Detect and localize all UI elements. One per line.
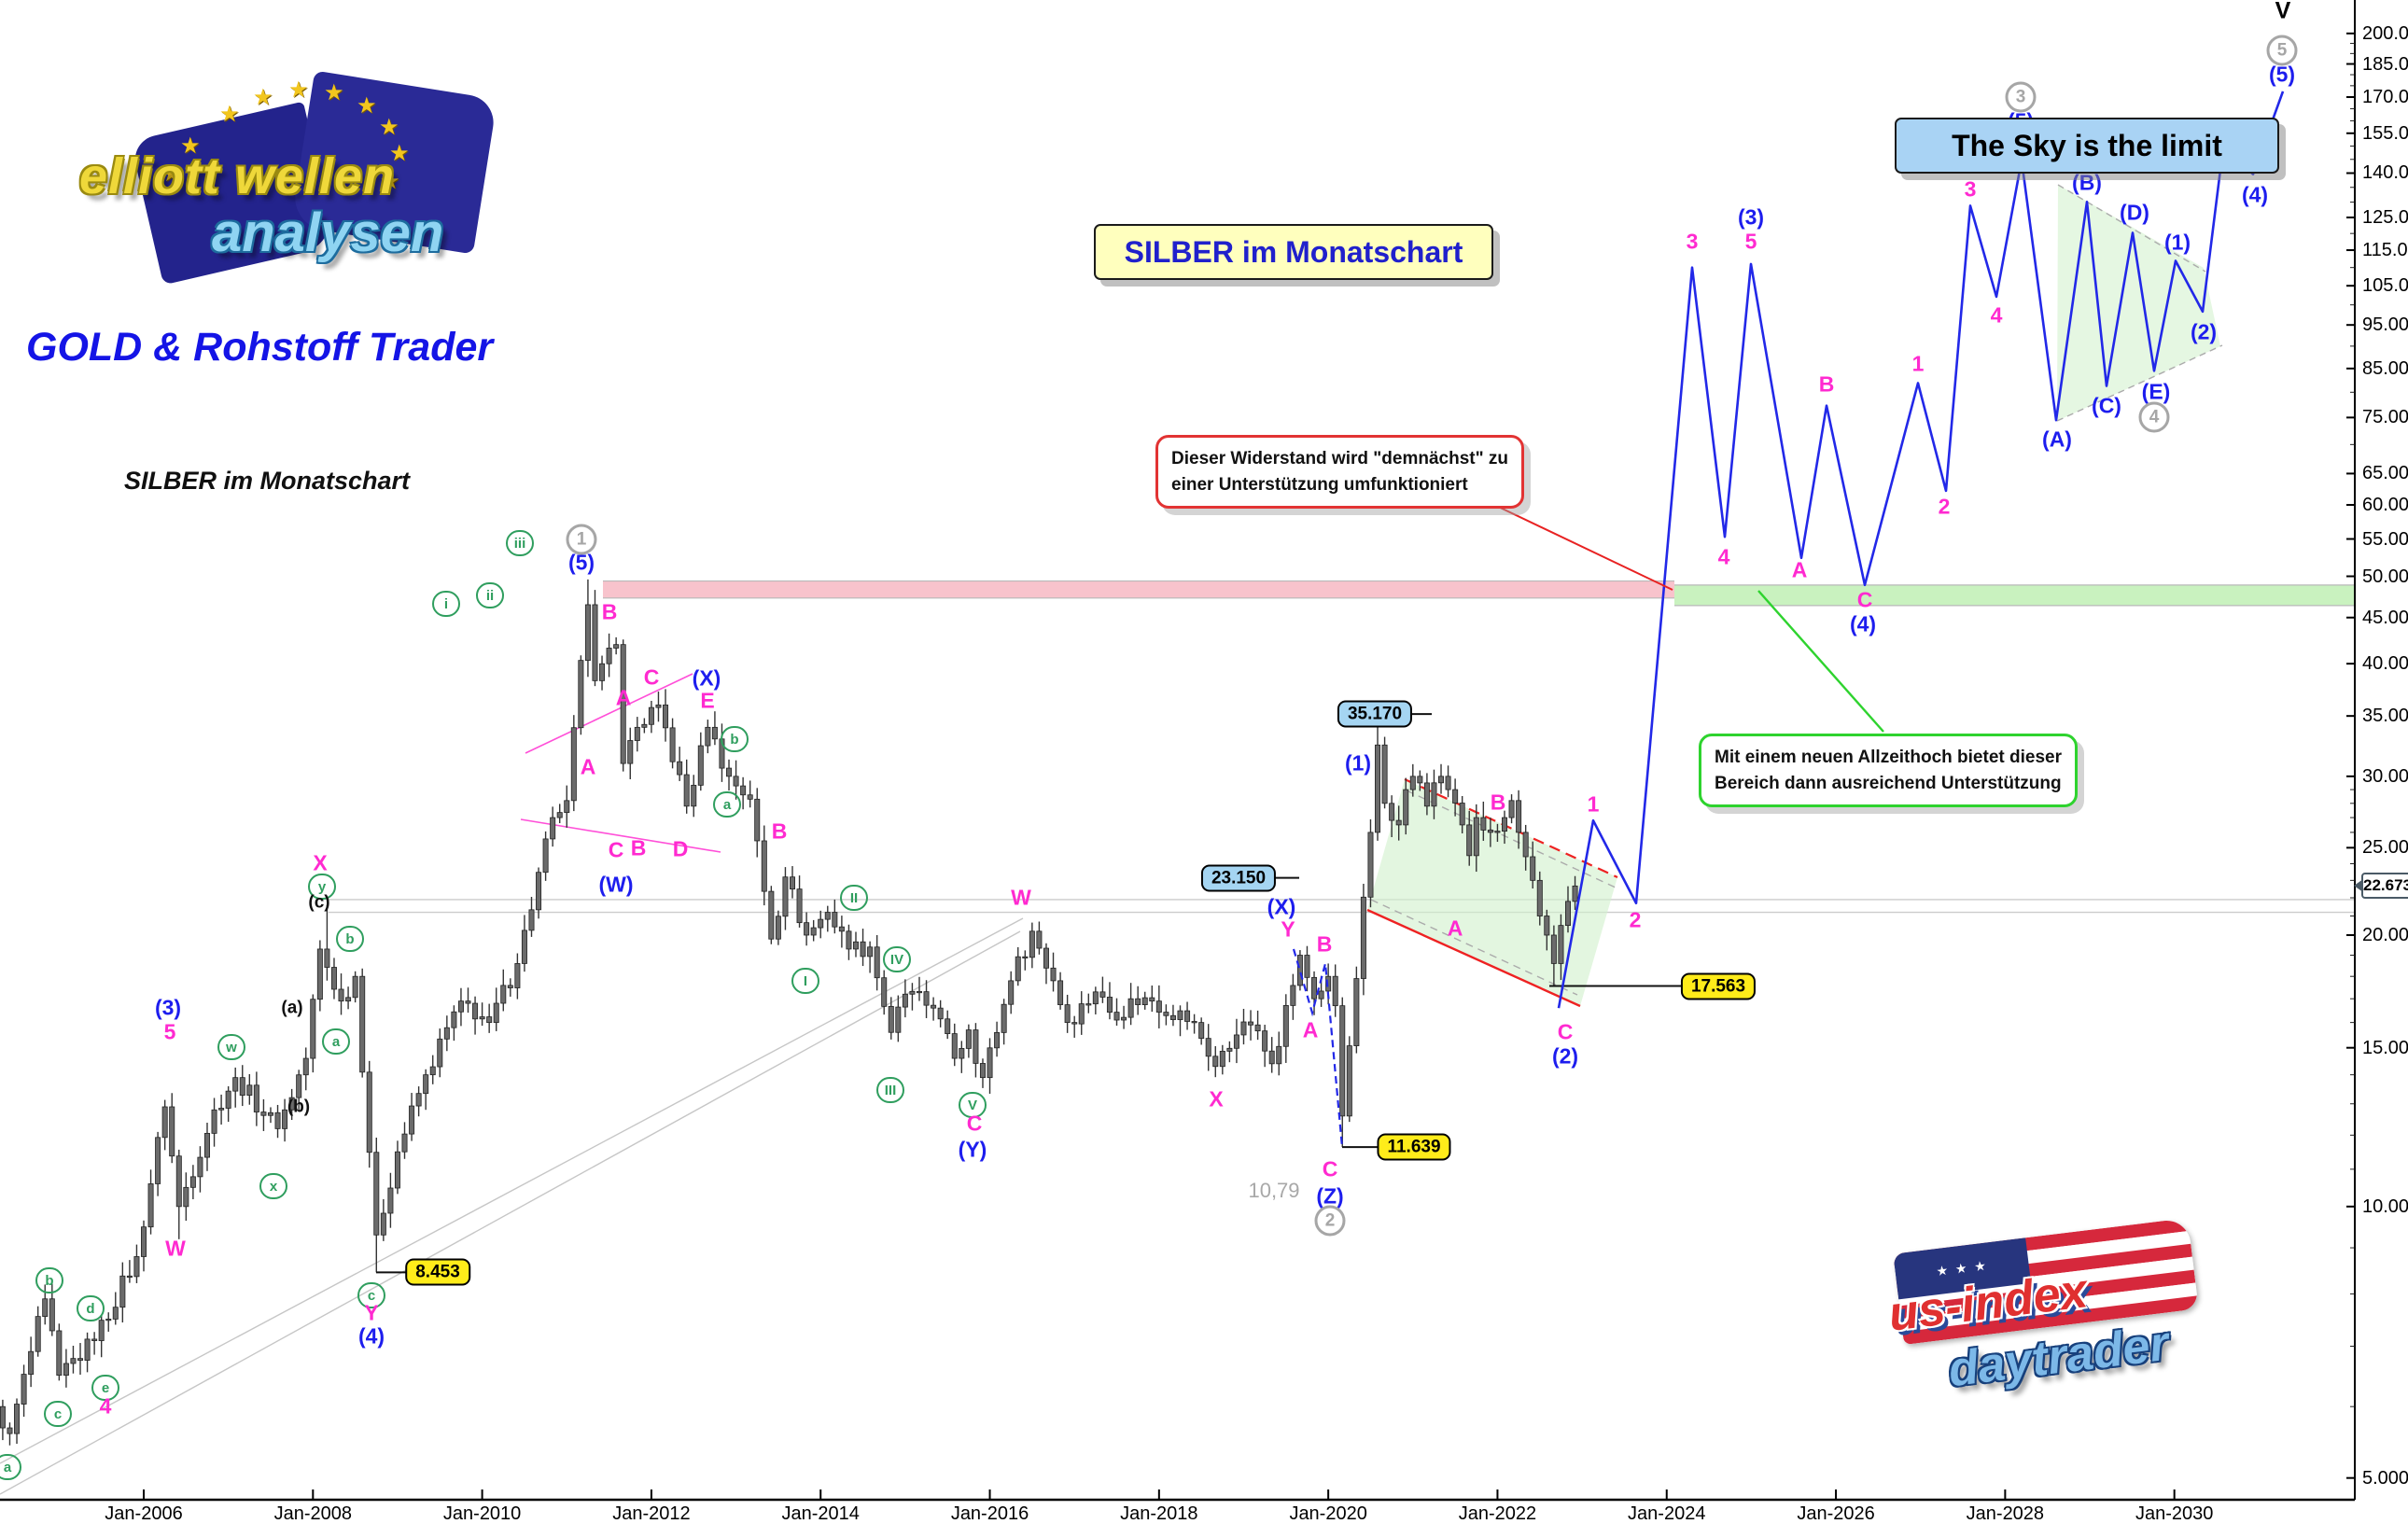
eu-star-icon: ★: [180, 133, 201, 159]
eu-star-icon: ★: [253, 85, 273, 110]
support-pointer: [1757, 590, 1884, 733]
resistance-note-line2: einer Unterstützung umfunktioniert: [1171, 474, 1468, 495]
eu-star-icon: ★: [380, 169, 400, 194]
page-subtitle: SILBER im Monatschart: [124, 467, 411, 495]
projection-wave-path: [1557, 91, 2285, 1009]
page-title: GOLD & Rohstoff Trader: [26, 325, 494, 370]
trendline: [0, 930, 1021, 1495]
eu-star-icon: ★: [161, 161, 182, 187]
eu-star-icon: ★: [357, 93, 377, 119]
elliottwellen-logo: elliott wellen analysen ★ ★ ★ ★ ★ ★ ★ ★ ★ ★: [79, 47, 499, 289]
resistance-note-line1: Dieser Widerstand wird "demnächst" zu: [1171, 449, 1508, 468]
sky-limit-badge: The Sky is the limit: [1895, 118, 2279, 174]
support-note-line1: Mit einem neuen Allzeithoch bietet diese…: [1715, 748, 2062, 767]
instrument-badge: SILBER im Monatschart: [1094, 224, 1493, 280]
wave4-triangle: [2057, 185, 2220, 421]
dashed-wave-path: [1292, 948, 1344, 1148]
eu-star-icon: ★: [288, 77, 309, 103]
usindex-daytrader-logo: ★ ★ ★ us-index daytrader: [1881, 1217, 2235, 1417]
resistance-note: Dieser Widerstand wird "demnächst" zu ei…: [1155, 435, 1524, 510]
eu-star-icon: ★: [379, 115, 399, 140]
trendline: [0, 917, 1024, 1464]
eu-star-icon: ★: [324, 80, 344, 105]
resistance-pointer: [1470, 493, 1673, 591]
support-note: Mit einem neuen Allzeithoch bietet diese…: [1699, 734, 2078, 808]
triangle-trendline: [525, 673, 693, 754]
resistance-band: [603, 580, 1674, 598]
logo-text-line1: elliott wellen: [79, 148, 396, 204]
support-band: [1674, 584, 2355, 606]
logo-text-line2: analysen: [212, 203, 444, 263]
support-note-line2: Bereich dann ausreichend Unterstützung: [1715, 773, 2062, 793]
candlesticks: [0, 579, 1578, 1446]
eu-star-icon: ★: [389, 141, 410, 166]
eu-star-icon: ★: [219, 102, 240, 127]
